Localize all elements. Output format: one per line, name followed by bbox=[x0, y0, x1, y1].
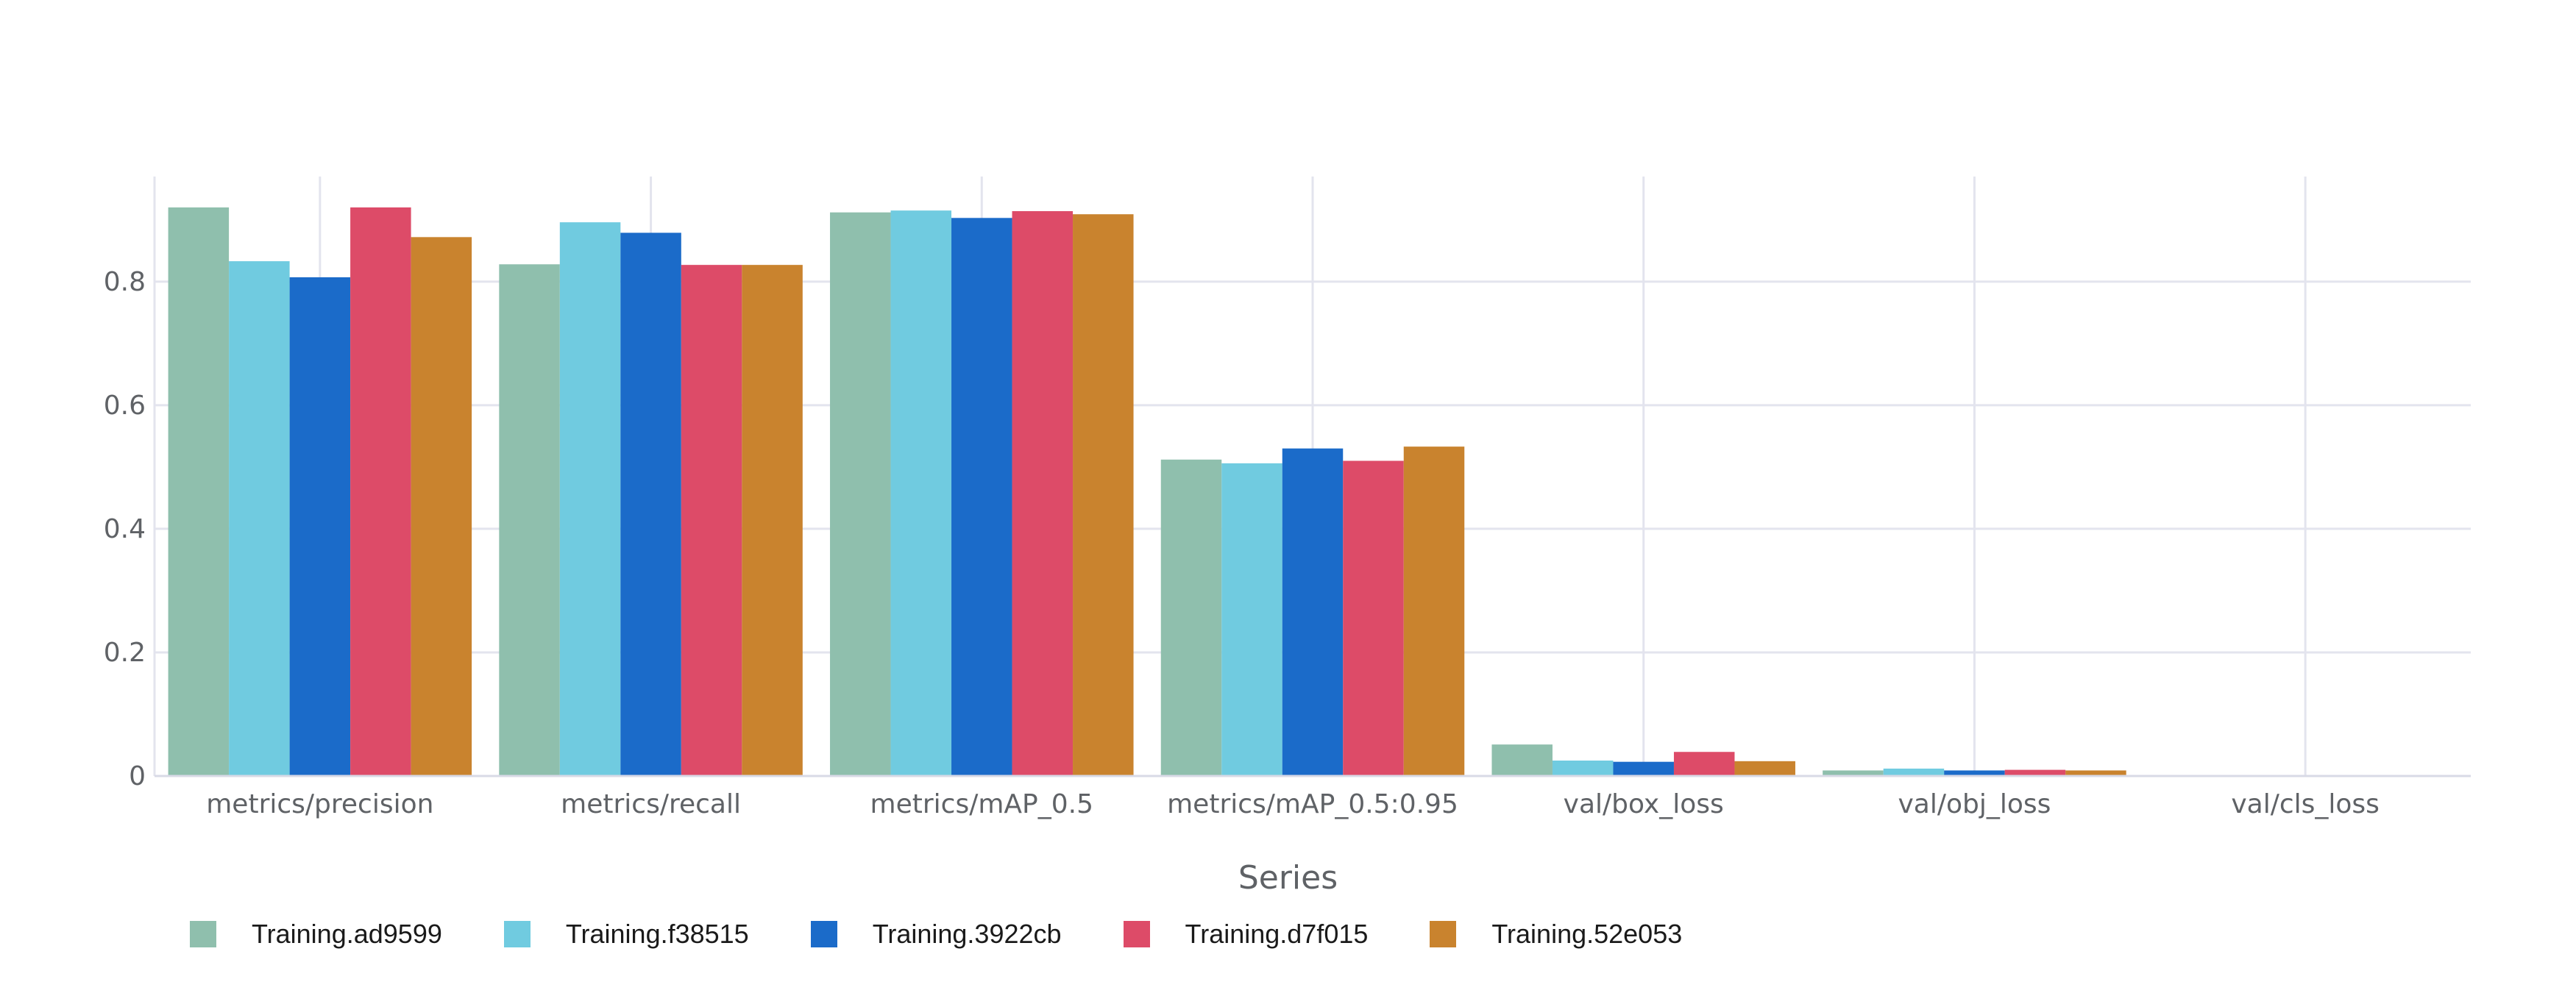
legend-swatch bbox=[190, 921, 216, 947]
bar[interactable] bbox=[1613, 762, 1674, 776]
x-tick-label: metrics/mAP_0.5 bbox=[870, 789, 1093, 819]
y-tick-label: 0.8 bbox=[104, 267, 146, 297]
bar[interactable] bbox=[290, 277, 351, 776]
bar[interactable] bbox=[830, 213, 891, 776]
legend-item[interactable]: Training.ad9599 bbox=[190, 919, 442, 950]
x-axis: metrics/precision metrics/recall metrics/m… bbox=[155, 776, 2471, 819]
bars bbox=[168, 207, 2126, 776]
bar[interactable] bbox=[168, 207, 230, 776]
legend-item[interactable]: Training.f38515 bbox=[504, 919, 749, 950]
legend-label: Training.f38515 bbox=[566, 919, 749, 950]
legend-item[interactable]: Training.3922cb bbox=[811, 919, 1062, 950]
legend-title: Series bbox=[0, 859, 2576, 897]
legend-swatch bbox=[1124, 921, 1150, 947]
bar[interactable] bbox=[891, 210, 952, 776]
legend-item[interactable]: Training.d7f015 bbox=[1124, 919, 1369, 950]
x-tick-label: val/cls_loss bbox=[2231, 789, 2380, 819]
x-tick-label: metrics/precision bbox=[206, 789, 433, 819]
legend-label: Training.52e053 bbox=[1491, 919, 1682, 950]
legend-label: Training.ad9599 bbox=[252, 919, 442, 950]
bar[interactable] bbox=[1343, 460, 1404, 776]
legend-swatch bbox=[1430, 921, 1456, 947]
bar[interactable] bbox=[350, 207, 411, 776]
x-tick-label: metrics/recall bbox=[561, 789, 741, 819]
bar[interactable] bbox=[1674, 752, 1735, 776]
legend-label: Training.d7f015 bbox=[1185, 919, 1369, 950]
legend-swatch bbox=[504, 921, 531, 947]
bar[interactable] bbox=[1073, 214, 1134, 776]
bar[interactable] bbox=[1404, 446, 1465, 776]
x-tick-label: val/box_loss bbox=[1564, 789, 1724, 819]
bar[interactable] bbox=[1012, 211, 1074, 776]
bar[interactable] bbox=[499, 264, 560, 776]
bar[interactable] bbox=[951, 218, 1012, 776]
x-tick-label: metrics/mAP_0.5:0.95 bbox=[1167, 789, 1458, 819]
legend-label: Training.3922cb bbox=[873, 919, 1062, 950]
legend: Training.ad9599 Training.f38515 Training.3… bbox=[190, 918, 1744, 950]
bar[interactable] bbox=[1884, 769, 1945, 776]
bar[interactable] bbox=[620, 232, 681, 776]
bar[interactable] bbox=[1553, 761, 1614, 776]
y-tick-label: 0.4 bbox=[104, 514, 146, 544]
legend-item[interactable]: Training.52e053 bbox=[1430, 919, 1682, 950]
x-tick-label: val/obj_loss bbox=[1898, 789, 2051, 819]
y-tick-label: 0 bbox=[129, 761, 146, 791]
bar[interactable] bbox=[681, 265, 742, 776]
bar[interactable] bbox=[1491, 744, 1553, 776]
bar[interactable] bbox=[1161, 460, 1222, 776]
y-tick-label: 0.2 bbox=[104, 638, 146, 668]
bar[interactable] bbox=[1734, 761, 1795, 776]
y-axis: 0 0.2 0.4 0.6 0.8 bbox=[104, 267, 146, 791]
y-tick-label: 0.6 bbox=[104, 391, 146, 421]
bar[interactable] bbox=[1282, 449, 1344, 776]
bar[interactable] bbox=[411, 237, 472, 776]
legend-swatch bbox=[811, 921, 837, 947]
bar[interactable] bbox=[560, 222, 621, 776]
bar[interactable] bbox=[742, 265, 803, 776]
bar[interactable] bbox=[229, 261, 290, 776]
bar[interactable] bbox=[1221, 463, 1282, 776]
